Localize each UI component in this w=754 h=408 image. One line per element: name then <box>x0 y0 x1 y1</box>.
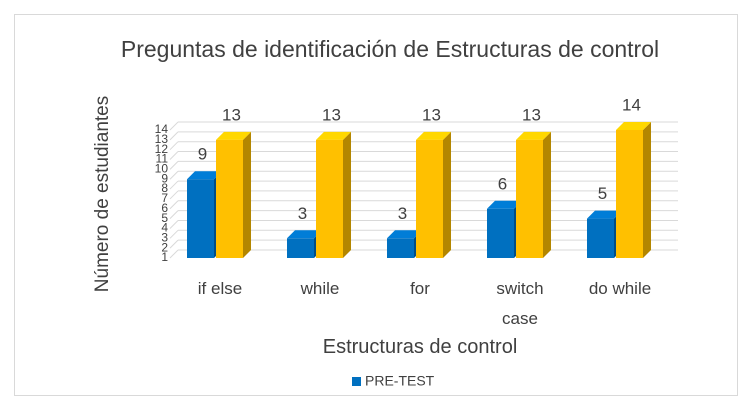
x-axis-title: Estructuras de control <box>322 336 518 358</box>
data-label: 3 <box>398 204 407 223</box>
bar-front <box>316 139 343 258</box>
bar-top <box>216 131 251 140</box>
bar-front <box>587 218 614 258</box>
bar <box>616 122 651 258</box>
data-label: 13 <box>522 105 541 124</box>
y-tick-label: 14 <box>155 122 169 136</box>
grid-line-side <box>169 190 179 200</box>
x-tick-label: for <box>410 279 430 298</box>
bar-front <box>216 139 243 258</box>
bar-front <box>187 179 214 258</box>
x-tick-label: switch case <box>496 279 544 328</box>
bar-top <box>316 131 351 140</box>
bar-front <box>416 139 443 258</box>
y-tick-label: 8 <box>161 181 168 195</box>
bar <box>516 131 551 258</box>
y-axis-title: Número de estudiantes <box>92 96 113 292</box>
data-label: 13 <box>422 105 441 124</box>
bar-front <box>616 130 643 258</box>
bar-front <box>487 208 514 258</box>
x-tick-label: do while <box>588 279 652 298</box>
bar-front <box>387 238 414 258</box>
grid-line-side <box>169 229 179 239</box>
chart-frame <box>14 14 738 396</box>
bar <box>216 131 251 258</box>
y-tick-label: 5 <box>161 211 168 225</box>
grid-line-side <box>169 141 179 151</box>
bar-top <box>516 131 551 140</box>
bar-side <box>443 131 451 258</box>
grid-line-side <box>169 249 179 259</box>
y-tick-label: 10 <box>155 162 169 176</box>
bar-side <box>543 131 551 258</box>
x-tick-label: if else <box>197 279 243 298</box>
y-tick-label: 13 <box>155 132 169 146</box>
bar-top <box>587 210 622 219</box>
data-label: 6 <box>498 174 507 193</box>
bar-front <box>516 139 543 258</box>
legend-swatch <box>352 377 361 386</box>
y-tick-label: 3 <box>161 230 168 244</box>
y-tick-label: 12 <box>155 142 169 156</box>
bar <box>416 131 451 258</box>
legend-label: PRE-TEST <box>365 373 435 389</box>
bar-top <box>416 131 451 140</box>
grid-line-side <box>169 180 179 190</box>
data-label: 13 <box>222 105 241 124</box>
grid-line-side <box>169 210 179 219</box>
bar-top <box>387 230 422 239</box>
grid-line-side <box>169 239 179 249</box>
data-label: 3 <box>298 204 307 223</box>
grid-line-side <box>169 161 179 170</box>
grid-line-side <box>169 220 179 229</box>
y-tick-label: 11 <box>156 152 169 166</box>
chart-title: Preguntas de identificación de Estructur… <box>120 36 660 62</box>
grid-line-side <box>169 170 179 180</box>
grid-line-side <box>169 121 179 131</box>
x-tick-label: while <box>300 279 340 298</box>
y-tick-label: 9 <box>161 171 168 185</box>
data-label: 14 <box>622 95 641 114</box>
grid-line-side <box>169 200 179 210</box>
bar-front <box>287 238 314 258</box>
grid-line-side <box>169 151 179 160</box>
y-tick-label: 2 <box>161 240 168 254</box>
data-label: 5 <box>598 184 607 203</box>
y-tick-label: 4 <box>161 221 168 235</box>
grid-line-side <box>169 131 179 141</box>
bar-top <box>616 122 651 130</box>
bar-top <box>487 200 522 209</box>
bar-top <box>287 230 322 239</box>
y-tick-label: 7 <box>161 191 168 205</box>
bar <box>316 131 351 258</box>
data-label: 9 <box>198 145 207 164</box>
bar-side <box>643 122 651 258</box>
bar-side <box>243 131 251 258</box>
bar-top <box>187 171 222 180</box>
bar-side <box>343 131 351 258</box>
y-tick-label: 1 <box>161 250 168 264</box>
data-label: 13 <box>322 105 341 124</box>
y-tick-label: 6 <box>161 201 168 215</box>
